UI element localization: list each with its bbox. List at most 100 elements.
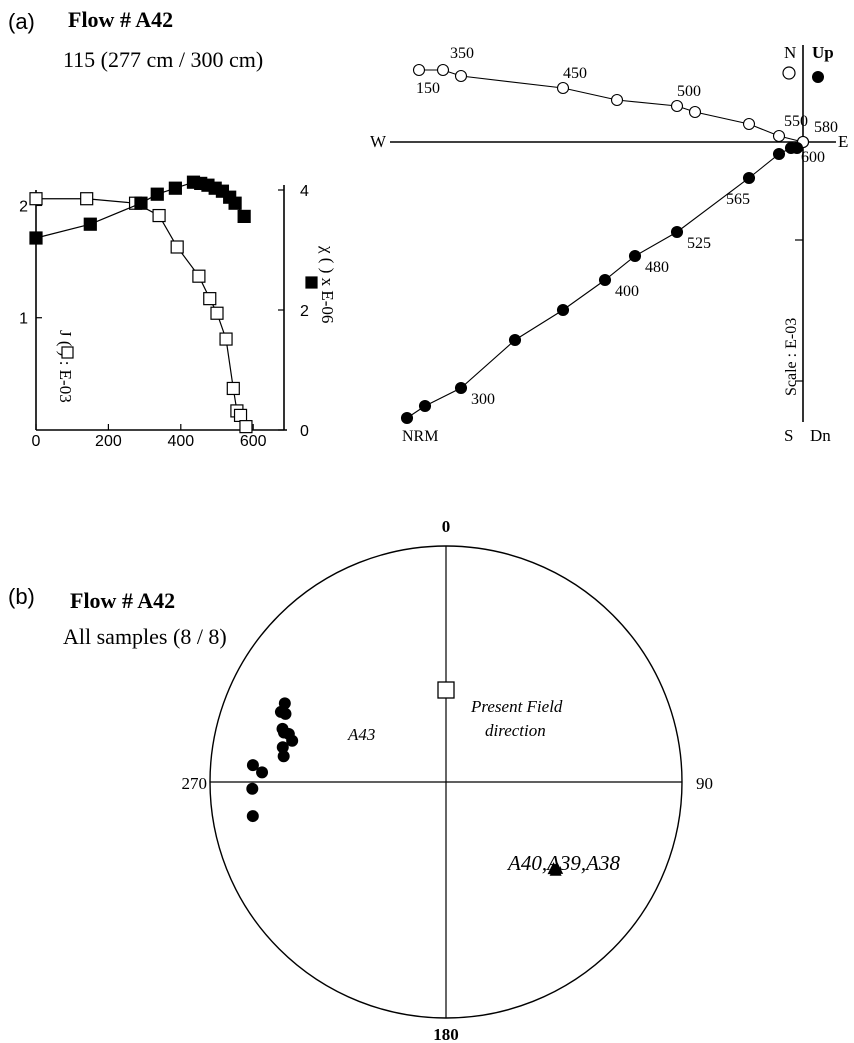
stereonet-triangle-point xyxy=(547,862,560,875)
zij-legend-open-circle xyxy=(782,66,796,80)
zij-horizontal-projection-point xyxy=(454,69,468,83)
stereonet-direction-point xyxy=(276,741,289,754)
zij-vertical-projection-point xyxy=(400,411,414,425)
zij-west-label: W xyxy=(370,132,387,151)
zij-step-label: 480 xyxy=(645,259,669,276)
stereonet-label-270: 270 xyxy=(182,774,208,793)
orthogonal-vector-plot: N Up W E S Dn Scale : E-03 150 350 450 500 5… xyxy=(370,43,848,445)
zij-vertical-projection-point xyxy=(454,381,468,395)
susceptibility-point xyxy=(29,231,43,245)
demag-right-tick-label: 2 xyxy=(300,303,309,320)
stereonet-direction-point xyxy=(286,734,299,747)
stereonet-direction-point xyxy=(278,697,291,710)
stereonet-annotation-a43: A43 xyxy=(347,725,375,744)
demag-plot: J ( ) : E-03 χ ( ) x E-06 0 200 400 600 1 2 0 2… xyxy=(19,175,337,450)
magnetization-point xyxy=(29,192,43,206)
demag-x-tick-label: 400 xyxy=(167,433,194,450)
present-field-square xyxy=(437,681,455,699)
zij-vertical-projection-point xyxy=(628,249,642,263)
zij-step-label: 500 xyxy=(677,83,701,100)
zij-north-label: N xyxy=(784,43,796,62)
panel-b-subtitle: All samples (8 / 8) xyxy=(63,624,227,649)
left-axis-legend-open-square xyxy=(61,346,74,359)
magnetization-point xyxy=(192,269,206,283)
stereonet: 0 90 180 270 A43 A40,A39,A38 Present Fie… xyxy=(182,517,714,1043)
panel-a-title: Flow # A42 xyxy=(68,7,173,32)
stereonet-direction-point xyxy=(279,707,292,720)
stereonet-direction-point xyxy=(246,759,259,772)
demag-x-tick-label: 200 xyxy=(95,433,122,450)
zij-step-label: 400 xyxy=(615,283,639,300)
zij-series-line xyxy=(419,69,804,143)
zij-horizontal-projection-point xyxy=(688,105,702,119)
demag-left-tick-label: 2 xyxy=(19,198,28,215)
zij-vertical-projection-point xyxy=(790,141,804,155)
zij-horizontal-projection-point xyxy=(556,81,570,95)
stereonet-label-180: 180 xyxy=(433,1025,459,1043)
zij-step-label: 600 xyxy=(801,149,825,166)
zij-vertical-projection-point xyxy=(670,225,684,239)
demag-left-tick-label: 1 xyxy=(19,311,28,328)
zij-vertical-projection-point xyxy=(772,147,786,161)
stereonet-annotation-present-field: Present Field direction xyxy=(470,697,567,740)
zij-step-label: NRM xyxy=(402,428,438,445)
panel-b-title: Flow # A42 xyxy=(70,588,175,613)
demag-x-tick-label: 600 xyxy=(240,433,267,450)
magnetization-point xyxy=(80,192,94,206)
magnetization-point xyxy=(233,408,248,423)
zij-step-label: 150 xyxy=(416,80,440,97)
right-axis-legend-filled-square xyxy=(305,276,318,289)
stereonet-direction-point xyxy=(246,810,259,823)
panel-a-subtitle: 115 (277 cm / 300 cm) xyxy=(63,47,263,72)
stereonet-label-90: 90 xyxy=(696,774,713,793)
stereonet-direction-point xyxy=(246,782,259,795)
zij-step-label: 580 xyxy=(814,119,838,136)
stereonet-direction-point xyxy=(278,726,291,739)
zij-step-label: 550 xyxy=(784,113,808,130)
stereonet-label-0: 0 xyxy=(442,517,451,536)
demag-right-tick-label: 4 xyxy=(300,183,309,200)
susceptibility-point xyxy=(150,187,164,201)
present-field-line-2: direction xyxy=(485,721,546,740)
magnetization-point xyxy=(203,292,217,306)
magnetization-point xyxy=(210,306,224,320)
panel-a-tag: (a) xyxy=(8,9,35,34)
zij-east-label: E xyxy=(838,132,848,151)
zij-vertical-projection-point xyxy=(742,171,756,185)
demag-right-tick-label: 0 xyxy=(300,423,309,440)
stereonet-direction-point xyxy=(256,766,269,779)
zij-horizontal-projection-point xyxy=(436,63,450,77)
susceptibility-point xyxy=(134,196,148,210)
zij-up-label: Up xyxy=(812,43,834,62)
zij-step-label: 450 xyxy=(563,65,587,82)
demag-right-axis-label: χ ( ) x E-06 xyxy=(318,245,337,323)
stereonet-annotation-a40-a39-a38: A40,A39,A38 xyxy=(506,851,620,875)
magnetization-point xyxy=(239,420,253,434)
zij-horizontal-projection-point xyxy=(670,99,684,113)
zij-down-label: Dn xyxy=(810,426,831,445)
demag-x-tick-label: 0 xyxy=(32,433,41,450)
demag-left-axis-label: J ( ) : E-03 xyxy=(56,330,75,403)
zij-vertical-projection-point xyxy=(508,333,522,347)
present-field-line-1: Present Field xyxy=(470,697,563,716)
zij-vertical-projection-point xyxy=(418,399,432,413)
zij-legend-filled-circle xyxy=(812,71,824,83)
zij-horizontal-projection-point xyxy=(610,93,624,107)
magnetization-point xyxy=(219,332,233,346)
zij-step-label: 525 xyxy=(687,235,711,252)
zij-south-label: S xyxy=(784,426,793,445)
susceptibility-point xyxy=(83,217,97,231)
zij-step-label: 350 xyxy=(450,45,474,62)
magnetization-point xyxy=(226,381,240,396)
magnetization-point xyxy=(170,240,184,254)
zij-horizontal-projection-point xyxy=(412,63,426,77)
stereonet-direction-point xyxy=(277,750,290,763)
zij-horizontal-projection-point xyxy=(772,129,786,143)
panel-b-tag: (b) xyxy=(8,584,35,609)
susceptibility-point xyxy=(168,181,182,195)
zij-horizontal-projection-point xyxy=(742,117,756,131)
susceptibility-point xyxy=(228,196,242,210)
susceptibility-point xyxy=(237,209,251,223)
zij-vertical-projection-point xyxy=(556,303,570,317)
